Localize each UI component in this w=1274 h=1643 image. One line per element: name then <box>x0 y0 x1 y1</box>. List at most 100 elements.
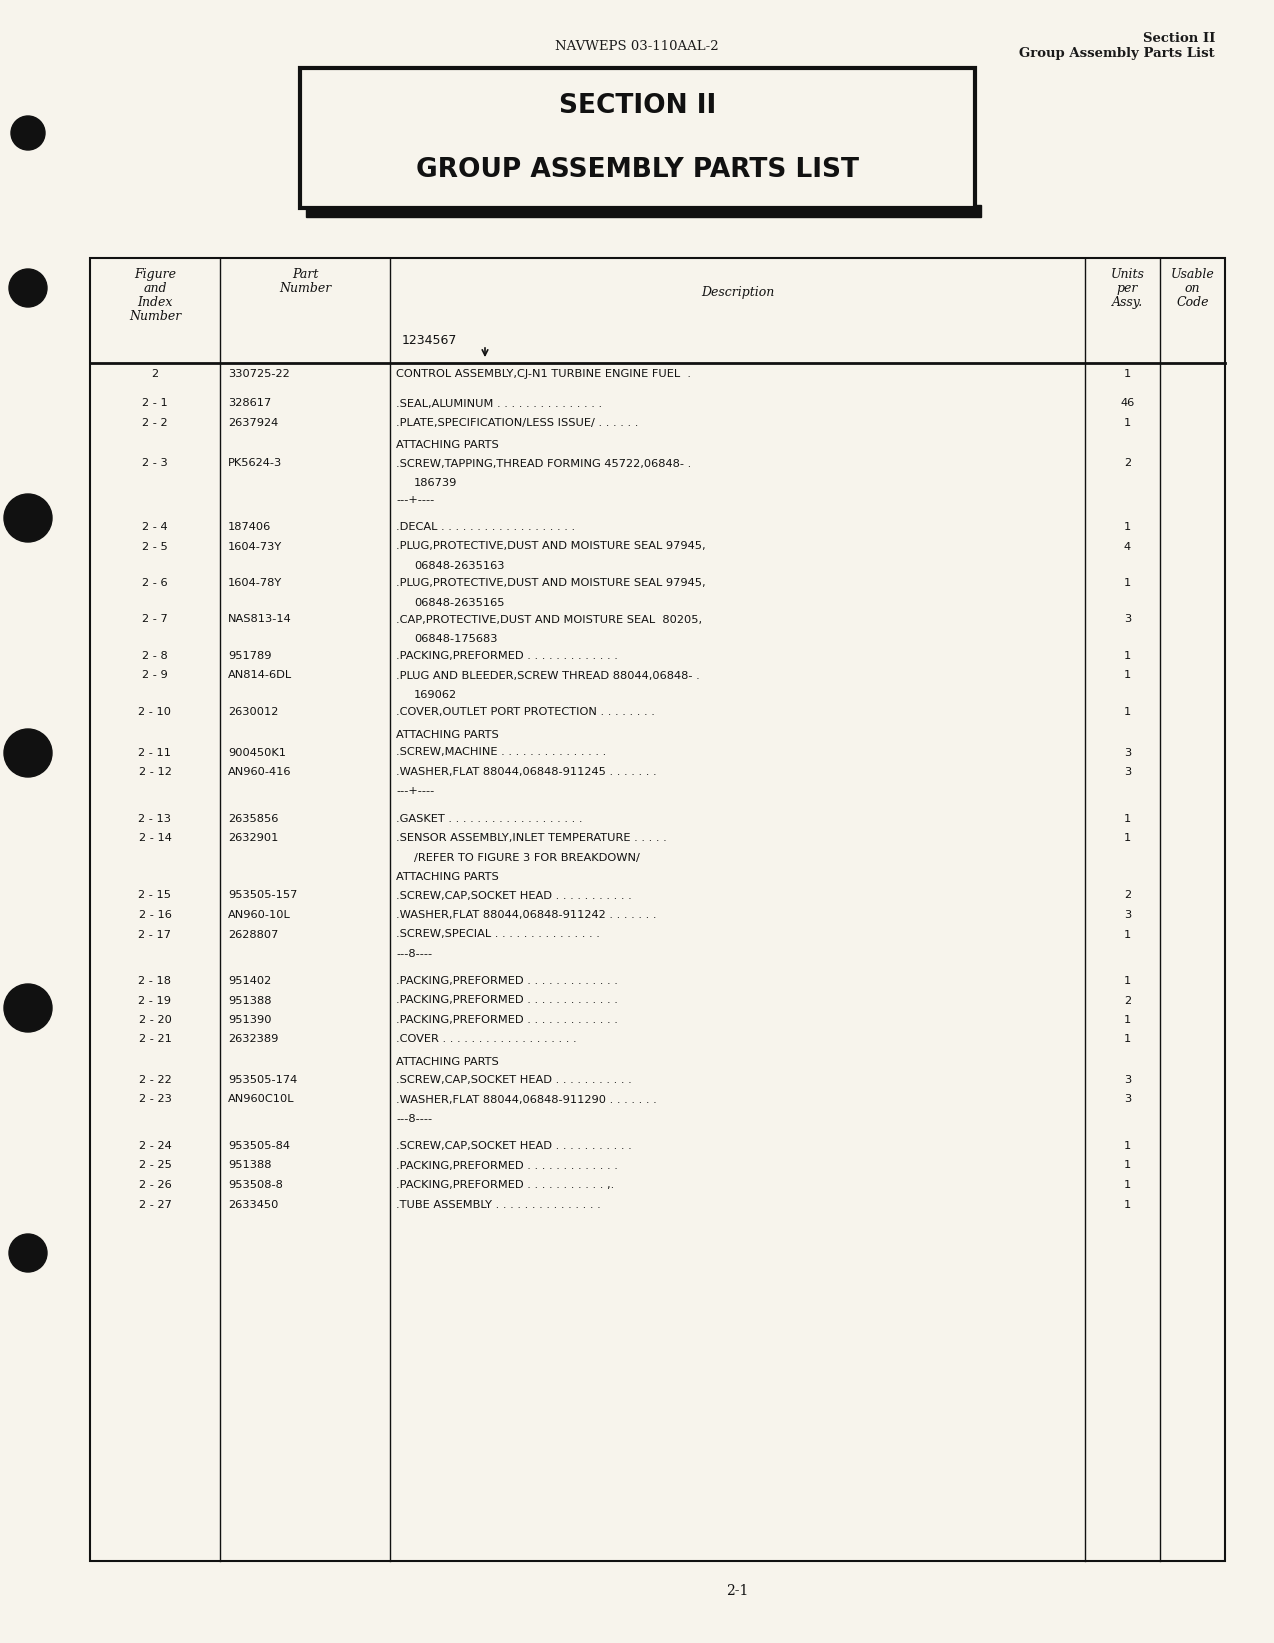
Text: .SCREW,CAP,SOCKET HEAD . . . . . . . . . . .: .SCREW,CAP,SOCKET HEAD . . . . . . . . .… <box>396 1140 632 1152</box>
Text: 2 - 8: 2 - 8 <box>143 651 168 660</box>
Text: 1: 1 <box>1124 833 1131 843</box>
Text: 2632901: 2632901 <box>228 833 279 843</box>
Text: 2 - 10: 2 - 10 <box>139 706 172 716</box>
Text: 2 - 16: 2 - 16 <box>139 910 172 920</box>
Text: 1: 1 <box>1124 522 1131 532</box>
Text: 2 - 9: 2 - 9 <box>143 670 168 680</box>
Bar <box>306 205 981 217</box>
Text: 330725-22: 330725-22 <box>228 370 289 380</box>
Text: 1: 1 <box>1124 578 1131 588</box>
Text: ---8----: ---8---- <box>396 950 432 960</box>
Text: 953508-8: 953508-8 <box>228 1180 283 1190</box>
Text: 46: 46 <box>1120 399 1135 409</box>
Text: .SEAL,ALUMINUM . . . . . . . . . . . . . . .: .SEAL,ALUMINUM . . . . . . . . . . . . .… <box>396 399 603 409</box>
Text: 2 - 18: 2 - 18 <box>139 976 172 986</box>
Text: Index: Index <box>138 296 173 309</box>
Text: 2: 2 <box>1124 458 1131 468</box>
Text: 2 - 12: 2 - 12 <box>139 767 172 777</box>
Text: .PACKING,PREFORMED . . . . . . . . . . . . .: .PACKING,PREFORMED . . . . . . . . . . .… <box>396 651 618 660</box>
Text: 3: 3 <box>1124 910 1131 920</box>
Text: 3: 3 <box>1124 1094 1131 1104</box>
Text: .PLUG AND BLEEDER,SCREW THREAD 88044,06848- .: .PLUG AND BLEEDER,SCREW THREAD 88044,068… <box>396 670 699 680</box>
Text: 2 - 2: 2 - 2 <box>143 417 168 427</box>
Text: 953505-157: 953505-157 <box>228 891 297 900</box>
Circle shape <box>9 269 47 307</box>
Text: 951388: 951388 <box>228 1160 271 1170</box>
Text: GROUP ASSEMBLY PARTS LIST: GROUP ASSEMBLY PARTS LIST <box>417 158 859 182</box>
Text: 1: 1 <box>1124 670 1131 680</box>
Text: 06848-2635163: 06848-2635163 <box>414 560 505 572</box>
Text: 2628807: 2628807 <box>228 930 279 940</box>
Text: CONTROL ASSEMBLY,CJ-N1 TURBINE ENGINE FUEL  .: CONTROL ASSEMBLY,CJ-N1 TURBINE ENGINE FU… <box>396 370 691 380</box>
Text: ATTACHING PARTS: ATTACHING PARTS <box>396 872 498 882</box>
Text: .TUBE ASSEMBLY . . . . . . . . . . . . . . .: .TUBE ASSEMBLY . . . . . . . . . . . . .… <box>396 1199 601 1209</box>
Text: 2 - 15: 2 - 15 <box>139 891 172 900</box>
Text: AN814-6DL: AN814-6DL <box>228 670 292 680</box>
Text: 2637924: 2637924 <box>228 417 278 427</box>
Text: 2 - 21: 2 - 21 <box>139 1035 172 1045</box>
Text: 2 - 3: 2 - 3 <box>143 458 168 468</box>
Text: .SCREW,TAPPING,THREAD FORMING 45722,06848- .: .SCREW,TAPPING,THREAD FORMING 45722,0684… <box>396 458 692 468</box>
Text: 1: 1 <box>1124 976 1131 986</box>
Circle shape <box>4 729 52 777</box>
Text: 3: 3 <box>1124 614 1131 624</box>
Text: 1234567: 1234567 <box>403 335 457 348</box>
Text: ---+----: ---+---- <box>396 495 434 504</box>
Text: Usable: Usable <box>1171 268 1214 281</box>
Text: .WASHER,FLAT 88044,06848-911245 . . . . . . .: .WASHER,FLAT 88044,06848-911245 . . . . … <box>396 767 656 777</box>
Text: 169062: 169062 <box>414 690 457 700</box>
Text: 2 - 17: 2 - 17 <box>139 930 172 940</box>
Text: Number: Number <box>129 311 181 324</box>
Text: 4: 4 <box>1124 542 1131 552</box>
Bar <box>299 67 975 209</box>
Text: 1: 1 <box>1124 1140 1131 1152</box>
Text: Part: Part <box>292 268 318 281</box>
Text: AN960-10L: AN960-10L <box>228 910 290 920</box>
Text: Assy.: Assy. <box>1112 296 1143 309</box>
Text: .COVER,OUTLET PORT PROTECTION . . . . . . . .: .COVER,OUTLET PORT PROTECTION . . . . . … <box>396 706 655 716</box>
Text: 2: 2 <box>1124 891 1131 900</box>
Text: ATTACHING PARTS: ATTACHING PARTS <box>396 729 498 739</box>
Text: 951402: 951402 <box>228 976 271 986</box>
Text: 951390: 951390 <box>228 1015 271 1025</box>
Text: 2 - 7: 2 - 7 <box>143 614 168 624</box>
Text: .PACKING,PREFORMED . . . . . . . . . . . . .: .PACKING,PREFORMED . . . . . . . . . . .… <box>396 1160 618 1170</box>
Text: 2633450: 2633450 <box>228 1199 279 1209</box>
Text: 186739: 186739 <box>414 478 457 488</box>
Circle shape <box>4 495 52 542</box>
Text: .PACKING,PREFORMED . . . . . . . . . . . . .: .PACKING,PREFORMED . . . . . . . . . . .… <box>396 996 618 1006</box>
Text: 2: 2 <box>152 370 158 380</box>
Text: 2 - 13: 2 - 13 <box>139 813 172 823</box>
Text: .SCREW,CAP,SOCKET HEAD . . . . . . . . . . .: .SCREW,CAP,SOCKET HEAD . . . . . . . . .… <box>396 1075 632 1084</box>
Text: 2 - 5: 2 - 5 <box>143 542 168 552</box>
Text: 2 - 27: 2 - 27 <box>139 1199 172 1209</box>
Text: 953505-174: 953505-174 <box>228 1075 297 1084</box>
Text: per: per <box>1117 283 1138 296</box>
Text: 1: 1 <box>1124 706 1131 716</box>
Text: .WASHER,FLAT 88044,06848-911242 . . . . . . .: .WASHER,FLAT 88044,06848-911242 . . . . … <box>396 910 656 920</box>
Text: .DECAL . . . . . . . . . . . . . . . . . . .: .DECAL . . . . . . . . . . . . . . . . .… <box>396 522 575 532</box>
Text: 1: 1 <box>1124 1015 1131 1025</box>
Text: ---+----: ---+---- <box>396 787 434 797</box>
Text: Description: Description <box>701 286 775 299</box>
Text: 951789: 951789 <box>228 651 271 660</box>
Text: ATTACHING PARTS: ATTACHING PARTS <box>396 1056 498 1066</box>
Text: on: on <box>1185 283 1200 296</box>
Text: 2 - 14: 2 - 14 <box>139 833 172 843</box>
Text: 2 - 4: 2 - 4 <box>143 522 168 532</box>
Text: 2 - 20: 2 - 20 <box>139 1015 172 1025</box>
Text: .PACKING,PREFORMED . . . . . . . . . . . . .: .PACKING,PREFORMED . . . . . . . . . . .… <box>396 976 618 986</box>
Text: 1: 1 <box>1124 1035 1131 1045</box>
Text: Figure: Figure <box>134 268 176 281</box>
Text: 1: 1 <box>1124 1199 1131 1209</box>
Circle shape <box>11 117 45 150</box>
Text: Section II: Section II <box>1143 31 1215 44</box>
Text: SECTION II: SECTION II <box>559 94 716 118</box>
Text: 2630012: 2630012 <box>228 706 279 716</box>
Text: 2 - 26: 2 - 26 <box>139 1180 172 1190</box>
Text: .SENSOR ASSEMBLY,INLET TEMPERATURE . . . . .: .SENSOR ASSEMBLY,INLET TEMPERATURE . . .… <box>396 833 666 843</box>
Text: .PACKING,PREFORMED . . . . . . . . . . . . .: .PACKING,PREFORMED . . . . . . . . . . .… <box>396 1015 618 1025</box>
Text: Number: Number <box>279 283 331 296</box>
Text: 2 - 19: 2 - 19 <box>139 996 172 1006</box>
Text: 900450K1: 900450K1 <box>228 748 285 757</box>
